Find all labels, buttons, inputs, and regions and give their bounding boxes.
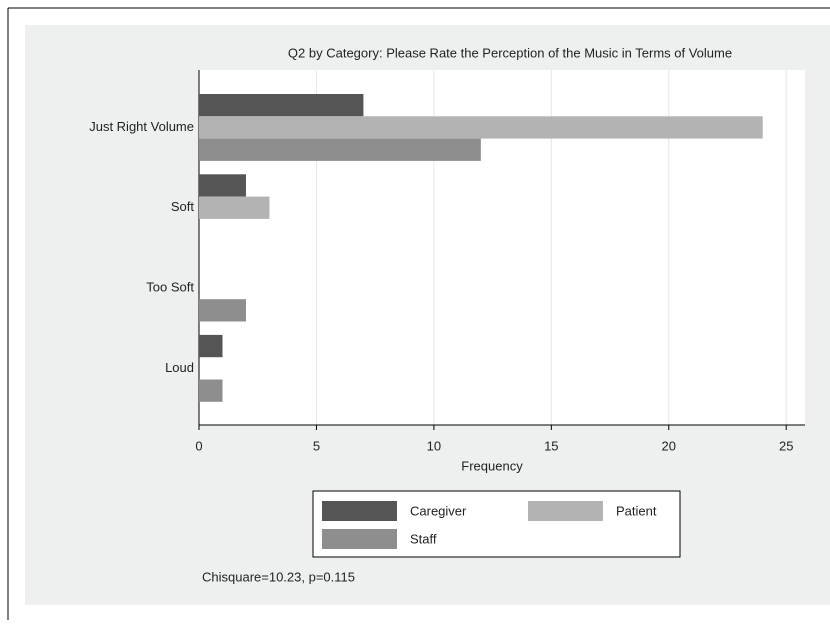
- x-axis-label: Frequency: [461, 458, 523, 473]
- y-tick-label: Too Soft: [146, 279, 194, 294]
- legend-label: Staff: [410, 531, 437, 546]
- bar: [199, 116, 763, 139]
- x-tick-label: 25: [779, 438, 793, 453]
- bar: [199, 334, 223, 358]
- y-tick-label: Loud: [165, 360, 194, 375]
- legend-label: Patient: [616, 503, 657, 518]
- x-tick-label: 20: [662, 438, 676, 453]
- bar: [199, 138, 481, 161]
- bar: [199, 196, 270, 219]
- note: Chisquare=10.23, p=0.115: [202, 569, 355, 584]
- bar: [199, 379, 223, 402]
- legend-label: Caregiver: [410, 503, 467, 518]
- x-tick-label: 0: [195, 438, 202, 453]
- x-tick-label: 10: [427, 438, 441, 453]
- bar: [199, 174, 246, 197]
- bar: [199, 299, 246, 322]
- x-tick-label: 5: [313, 438, 320, 453]
- legend-swatch: [322, 501, 397, 521]
- y-tick-label: Soft: [171, 199, 195, 214]
- x-tick-label: 15: [544, 438, 558, 453]
- legend-swatch: [322, 529, 397, 549]
- bar: [199, 94, 364, 117]
- y-tick-label: Just Right Volume: [89, 119, 194, 134]
- chart-title: Q2 by Category: Please Rate the Percepti…: [288, 45, 732, 60]
- legend-swatch: [528, 501, 603, 521]
